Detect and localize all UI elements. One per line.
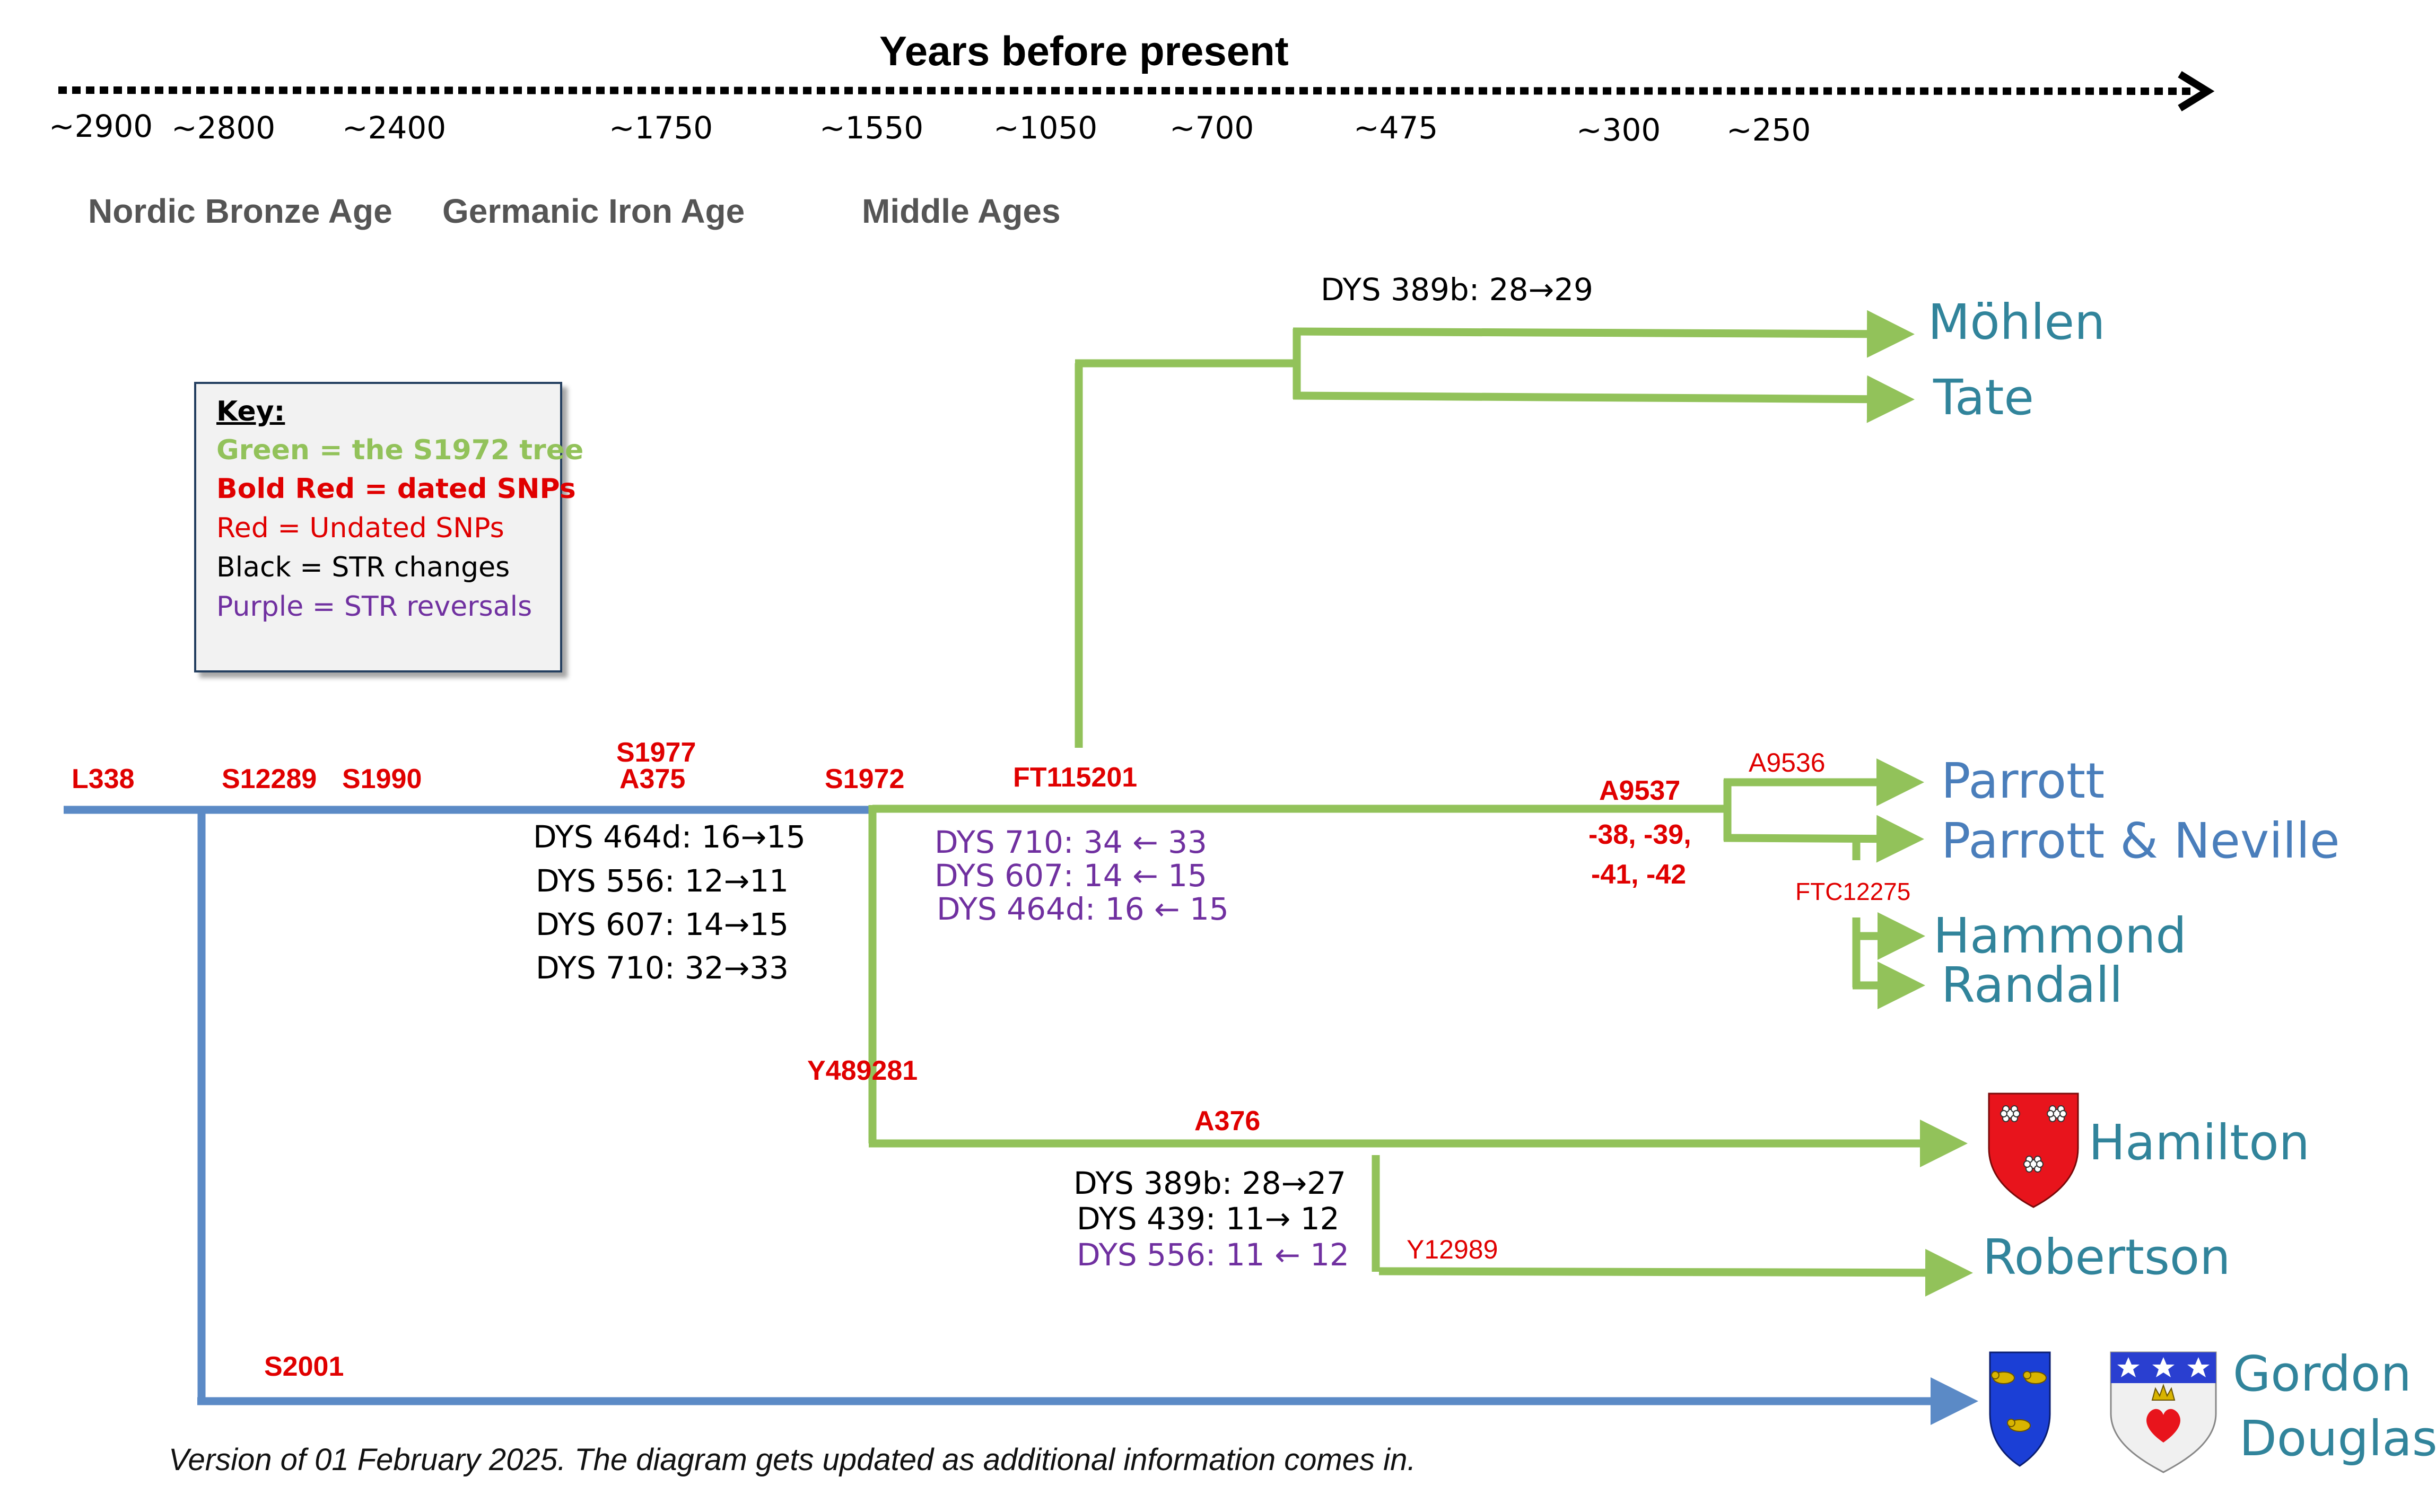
snp-ftc12275: FTC12275 — [1795, 878, 1911, 905]
str-rev-dys607: DYS 607: 14 ← 15 — [935, 858, 1207, 894]
key-black: Black = STR changes — [216, 552, 510, 583]
snp-a9536: A9536 — [1749, 748, 1826, 777]
str-rev-dys556: DYS 556: 11 ← 12 — [1077, 1237, 1349, 1273]
str-dys556: DYS 556: 12→11 — [536, 863, 789, 899]
year-label: ~2900 — [49, 108, 153, 144]
str-rev-dys710: DYS 710: 34 ← 33 — [935, 824, 1207, 860]
surname-douglas: Douglas — [2239, 1410, 2436, 1467]
snp-a375: A375 — [619, 764, 686, 794]
surname-parrott: Parrott — [1941, 753, 2105, 809]
key-green: Green = the S1972 tree — [216, 434, 584, 466]
snp-y12989: Y12989 — [1407, 1235, 1498, 1264]
branch-robertson — [1378, 1248, 1973, 1297]
snp-y489281: Y489281 — [807, 1055, 918, 1086]
str-dys389b-mohlen: DYS 389b: 28→29 — [1321, 272, 1593, 308]
year-label: ~2800 — [171, 110, 276, 146]
surname-parrott-neville: Parrott & Neville — [1941, 812, 2340, 869]
str-dys607: DYS 607: 14→15 — [536, 906, 789, 942]
timeline-arrowhead — [2178, 71, 2215, 111]
hamilton-shield-icon — [1988, 1093, 2079, 1208]
snp-ft115201: FT115201 — [1013, 762, 1138, 793]
snp-a9537: A9537 — [1599, 775, 1681, 806]
legend-key: Key: Green = the S1972 tree Bold Red = d… — [194, 382, 583, 672]
year-label: ~1050 — [993, 110, 1098, 146]
surname-hammond: Hammond — [1933, 907, 2187, 964]
str-dys389b-hamilton: DYS 389b: 28→27 — [1073, 1165, 1346, 1201]
year-label: ~2400 — [342, 110, 447, 146]
year-label: ~475 — [1354, 110, 1438, 146]
year-label: ~250 — [1726, 112, 1811, 148]
key-heading: Key: — [216, 396, 285, 427]
snp-s1977: S1977 — [616, 737, 696, 768]
era-label: Germanic Iron Age — [442, 192, 745, 230]
snp-s1990: S1990 — [342, 764, 422, 794]
key-purple: Purple = STR reversals — [216, 591, 532, 623]
snp-a9537-extra: -38, -39, — [1588, 819, 1691, 850]
surname-gordon: Gordon — [2233, 1345, 2412, 1402]
str-dys710: DYS 710: 32→33 — [536, 950, 789, 986]
timeline-arrow — [58, 86, 2196, 95]
timeline-title: Years before present — [879, 28, 1289, 74]
str-dys464d: DYS 464d: 16→15 — [533, 819, 806, 855]
snp-a376: A376 — [1194, 1106, 1261, 1137]
era-label: Middle Ages — [862, 192, 1061, 230]
key-bold-red: Bold Red = dated SNPs — [216, 473, 576, 505]
surname-robertson: Robertson — [1983, 1229, 2231, 1286]
version-footer: Version of 01 February 2025. The diagram… — [169, 1443, 1416, 1477]
surname-tate: Tate — [1933, 369, 2035, 426]
snp-s12289: S12289 — [222, 764, 317, 794]
key-red: Red = Undated SNPs — [216, 512, 504, 544]
snp-s2001: S2001 — [264, 1351, 344, 1382]
douglas-shield-icon — [2110, 1351, 2217, 1473]
year-label: ~300 — [1576, 112, 1661, 148]
surname-mohlen: Möhlen — [1928, 294, 2106, 351]
era-label: Nordic Bronze Age — [88, 192, 392, 230]
year-label: ~1550 — [819, 110, 924, 146]
branch-tate — [1293, 375, 1915, 423]
year-label: ~700 — [1169, 110, 1254, 146]
snp-l338: L338 — [72, 764, 135, 794]
surname-hamilton: Hamilton — [2089, 1114, 2310, 1171]
branch-parrott-neville — [1723, 815, 1924, 863]
gordon-shield-icon — [1989, 1351, 2051, 1467]
str-rev-dys464d: DYS 464d: 16 ← 15 — [937, 891, 1229, 927]
snp-a9537-extra: -41, -42 — [1591, 859, 1687, 890]
branch-mohlen — [1293, 310, 1915, 358]
year-label: ~1750 — [609, 110, 713, 146]
surname-randall: Randall — [1941, 957, 2123, 1013]
str-dys439: DYS 439: 11→ 12 — [1077, 1201, 1340, 1237]
snp-s1972: S1972 — [825, 764, 905, 794]
